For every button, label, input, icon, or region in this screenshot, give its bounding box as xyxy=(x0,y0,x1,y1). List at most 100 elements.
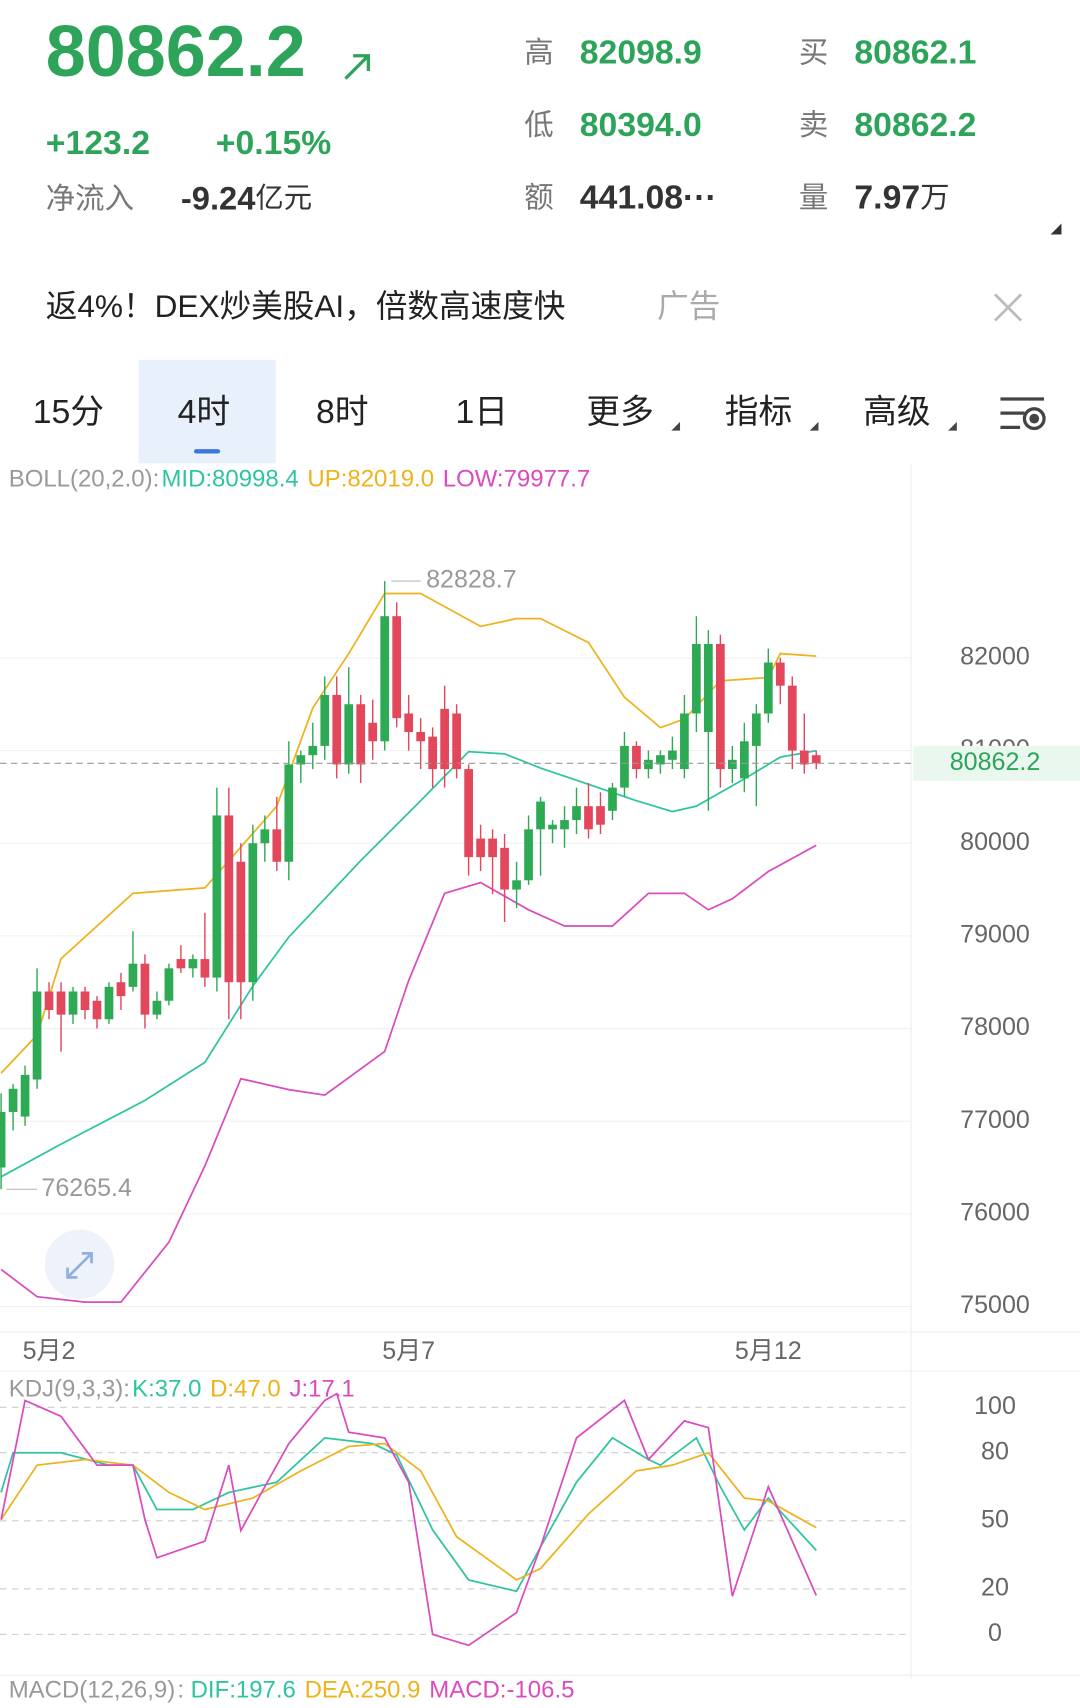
main-chart: 7500076000770007800079000800008100082000… xyxy=(0,466,1080,1365)
stat-label: 买 xyxy=(799,36,828,69)
candle-body xyxy=(20,1074,30,1117)
inflow-unit: 亿元 xyxy=(255,183,312,215)
candle-body xyxy=(140,963,150,1015)
candle-body xyxy=(763,662,773,714)
candle-body xyxy=(344,704,354,765)
candle-body xyxy=(224,815,234,983)
candle-body xyxy=(0,1111,6,1168)
candle-body xyxy=(380,616,390,742)
candle-body xyxy=(799,750,809,765)
stat-unit: 万 xyxy=(920,181,949,214)
macd-legend: MACD(12,26,9): DIF:197.6 DEA:250.9 MACD:-10… xyxy=(9,1677,575,1704)
change-pct: +0.15% xyxy=(216,124,331,162)
y-tick-label: 50 xyxy=(981,1505,1009,1533)
min-label: 76265.4 xyxy=(41,1174,132,1202)
candle-body xyxy=(164,968,174,1001)
candle-body xyxy=(632,745,641,770)
tab[interactable]: 4时 xyxy=(178,393,231,431)
candle-body xyxy=(368,722,378,742)
candle-body xyxy=(656,755,665,765)
tab[interactable]: 高级 xyxy=(863,393,931,431)
stat-value: 80394.0 xyxy=(580,106,702,144)
tabs: 15分 4时 8时 1日 更多 指标 高级 xyxy=(33,393,957,431)
indicator-line xyxy=(0,1392,818,1647)
stat-label: 卖 xyxy=(799,109,828,142)
macd-label: MACD(12,26,9) xyxy=(9,1677,176,1704)
tab[interactable]: 15分 xyxy=(33,393,104,431)
y-tick-label: 0 xyxy=(988,1619,1002,1647)
indicator-line xyxy=(0,749,817,1178)
close-ad[interactable] xyxy=(994,293,1023,322)
inflow-value: -9.24亿元 xyxy=(181,179,312,216)
tab[interactable]: 指标 xyxy=(725,393,793,431)
up-arrow xyxy=(344,54,370,80)
expand-icon xyxy=(66,1252,93,1279)
stats: 高 82098.9 低 80394.0 额 441.08··· 买 80862.1 卖 80862… xyxy=(524,34,976,217)
legend-entry: D:47.0 xyxy=(210,1376,281,1403)
macd-dea: DEA:250.9 xyxy=(305,1677,421,1704)
tab-dropdown xyxy=(671,421,681,431)
candle-body xyxy=(488,838,497,858)
candle-body xyxy=(320,694,330,746)
y-tick-label: 100 xyxy=(974,1392,1016,1420)
candle-body xyxy=(296,755,306,765)
ad-tag: 广告 xyxy=(657,288,720,324)
candle-body xyxy=(92,1000,102,1020)
candle-body xyxy=(104,986,114,1020)
candle-body xyxy=(727,759,737,770)
legend: KDJ(9,3,3):K:37.0 D:47.0 J:17.1 xyxy=(9,1376,355,1403)
candle-body xyxy=(668,750,677,760)
tab-dropdown xyxy=(948,421,957,431)
candle-body xyxy=(308,745,318,756)
candle-body xyxy=(476,838,485,858)
stat-value: 80862.1 xyxy=(854,34,976,72)
change: +123.2 xyxy=(46,124,150,162)
stat-number: 7.97 xyxy=(854,178,920,216)
candle-body xyxy=(416,732,426,742)
indicator-line xyxy=(0,592,817,1074)
tab[interactable]: 8时 xyxy=(316,393,369,431)
candle-body xyxy=(56,991,66,1015)
candle-body xyxy=(236,861,246,983)
x-tick-label: 5月7 xyxy=(382,1337,435,1365)
candle-body xyxy=(260,829,270,844)
macd-value: MACD:-106.5 xyxy=(429,1677,574,1704)
current-price-box xyxy=(913,745,1080,781)
candle-body xyxy=(512,880,521,890)
stat-label: 量 xyxy=(799,181,828,214)
legend-entry: MID:80998.4 xyxy=(161,466,298,493)
legend-entry: K:37.0 xyxy=(132,1376,201,1403)
candle-body xyxy=(116,982,126,997)
candle-body xyxy=(775,662,785,686)
candle-body xyxy=(452,713,461,770)
stat-label: 低 xyxy=(524,109,553,142)
tab[interactable]: 1日 xyxy=(456,393,509,431)
inflow-number: -9.24 xyxy=(181,179,256,216)
candle-body xyxy=(80,991,90,1011)
tab-underline xyxy=(193,449,221,454)
ad-text[interactable]: 返4%！DEX炒美股AI，倍数高速度快 xyxy=(46,288,566,324)
stat-value: 80862.2 xyxy=(854,106,976,144)
y-tick-label: 75000 xyxy=(960,1291,1030,1319)
stat-number: 80394.0 xyxy=(580,106,702,144)
candle-body xyxy=(716,643,725,770)
candle-body xyxy=(751,713,761,746)
candle-body xyxy=(787,685,797,751)
candle-body xyxy=(500,847,509,890)
inflow-label: 净流入 xyxy=(46,182,134,215)
candle-body xyxy=(464,769,473,858)
candle-body xyxy=(524,829,533,881)
settings-icon[interactable] xyxy=(1000,397,1046,431)
y-tick-label: 78000 xyxy=(960,1013,1030,1041)
current-price-label: 80862.2 xyxy=(950,748,1041,776)
candle-body xyxy=(596,806,605,825)
stat-label: 高 xyxy=(524,36,553,69)
y-tick-label: 76000 xyxy=(960,1198,1030,1226)
y-tick-label: 77000 xyxy=(960,1106,1030,1134)
legend-indicator: BOLL(20,2.0): xyxy=(9,466,160,493)
stat-value: 441.08··· xyxy=(580,178,717,216)
candle-body xyxy=(440,708,450,770)
candle-body xyxy=(536,801,545,830)
tab[interactable]: 更多 xyxy=(586,393,654,431)
